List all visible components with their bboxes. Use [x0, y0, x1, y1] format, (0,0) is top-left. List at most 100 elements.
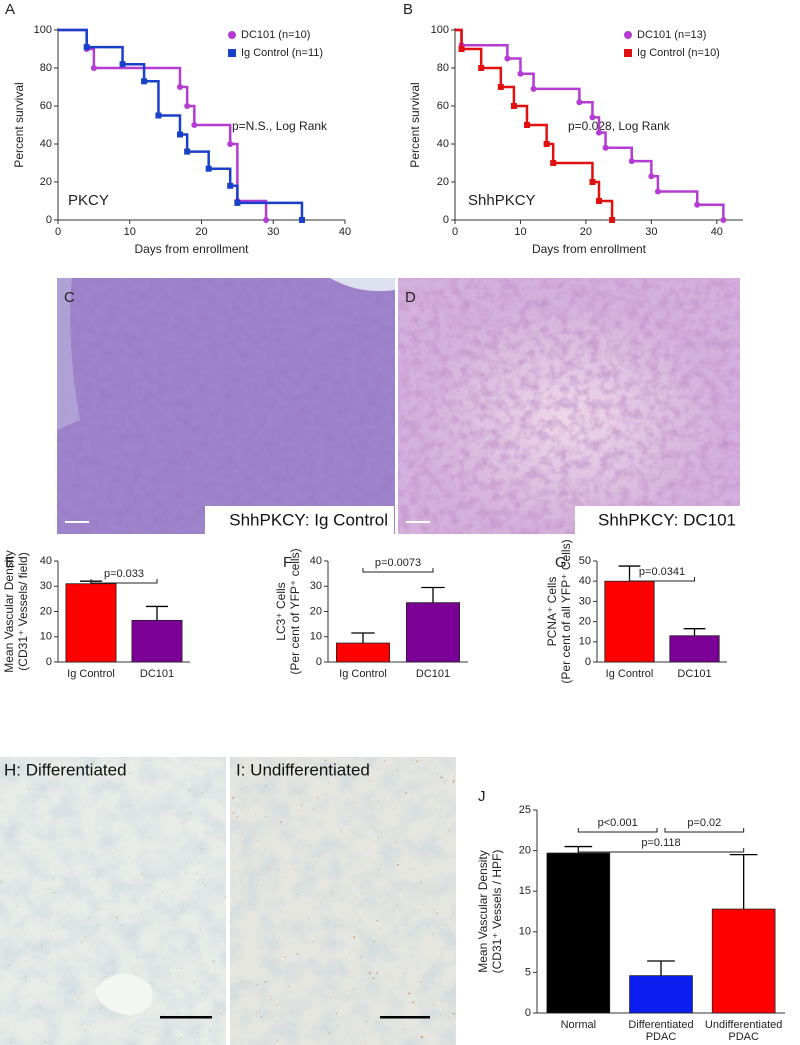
y-tick-label: 20 — [40, 605, 52, 617]
x-tick-label: Ig Control — [339, 668, 387, 680]
significance-bracket — [629, 577, 695, 582]
y-tick-label: 0 — [316, 656, 322, 668]
point-marker — [504, 55, 511, 62]
x-tick-label: 0 — [55, 226, 61, 238]
point-marker — [497, 84, 504, 90]
point-marker — [119, 61, 126, 68]
panel-letter: E — [5, 554, 15, 571]
y-tick-label: 30 — [40, 580, 52, 592]
x-tick-label: 20 — [195, 226, 207, 238]
bar — [65, 583, 117, 663]
x-tick-label: Differentiated PDAC — [628, 1019, 693, 1043]
x-axis-title: Days from enrollment — [532, 242, 647, 256]
panel-letter: F — [283, 554, 292, 571]
x-tick-label: 0 — [452, 226, 458, 238]
inset-label: PKCY — [68, 192, 109, 209]
x-tick-label: Undifferentiated PDAC — [705, 1019, 782, 1043]
x-tick-label-line: DC101 — [416, 668, 450, 680]
legend-label: Ig Control (n=10) — [637, 47, 720, 59]
y-tick-label: 0 — [46, 214, 52, 226]
p-value: p=0.02 — [687, 817, 721, 829]
x-tick-label: 10 — [514, 226, 526, 238]
y-tick-label: 20 — [310, 605, 322, 617]
point-marker — [654, 188, 661, 195]
bar — [131, 619, 183, 663]
image-panel-c: C ShhPKCY: Ig Control — [57, 278, 395, 534]
x-tick-label-line: DC101 — [140, 668, 174, 680]
x-tick-label: Ig Control — [606, 668, 654, 680]
y-tick-label: 80 — [437, 62, 449, 74]
point-marker — [141, 78, 148, 85]
legend-label: DC101 (n=10) — [241, 29, 310, 41]
x-tick-label: Normal — [561, 1019, 596, 1031]
y-tick-label: 20 — [579, 616, 591, 628]
y-tick-label: 10 — [40, 631, 52, 643]
point-marker — [184, 148, 191, 155]
point-marker — [478, 65, 485, 71]
x-tick-label: DC101 — [140, 668, 174, 680]
y-axis-title: (Per cent of all YFP⁺ Cells) — [559, 539, 573, 683]
panel-letter: J — [478, 788, 486, 805]
y-tick-label: 10 — [310, 631, 322, 643]
x-tick-label-line: PDAC — [728, 1031, 759, 1043]
y-tick-label: 30 — [310, 580, 322, 592]
point-marker — [191, 122, 198, 128]
x-axis-title: Days from enrollment — [134, 242, 249, 256]
point-marker — [602, 144, 609, 151]
point-marker — [720, 217, 727, 223]
y-tick-label: 0 — [525, 1007, 531, 1019]
p-value: p=0.033 — [104, 568, 144, 580]
y-axis-title: PCNA⁺ Cells — [545, 577, 559, 647]
point-marker — [589, 179, 596, 185]
x-tick-label: 30 — [645, 226, 657, 238]
y-tick-label: 20 — [437, 176, 449, 188]
y-tick-label: 0 — [443, 214, 449, 226]
y-axis-title: (Per cent of YFP⁺ cells) — [288, 548, 302, 674]
point-marker — [90, 65, 97, 71]
y-tick-label: 40 — [40, 555, 52, 567]
p-value: p=0.0341 — [639, 566, 685, 578]
x-tick-label-line: Ig Control — [339, 668, 387, 680]
x-tick-label-line: Normal — [561, 1019, 596, 1031]
bar — [669, 635, 720, 663]
legend-label: DC101 (n=13) — [637, 29, 706, 41]
y-tick-label: 10 — [579, 636, 591, 648]
survival-curve — [455, 28, 725, 220]
x-tick-label-line: Ig Control — [67, 668, 115, 680]
y-tick-label: 40 — [40, 138, 52, 150]
point-marker — [517, 70, 524, 77]
point-marker — [176, 131, 183, 138]
legend-marker — [228, 49, 236, 57]
point-marker — [596, 129, 602, 136]
p-value: p=0.118 — [641, 837, 680, 849]
point-marker — [510, 103, 517, 109]
point-marker — [596, 198, 602, 204]
y-tick-label: 50 — [579, 555, 591, 567]
panel-letter: G — [555, 554, 567, 571]
y-tick-label: 40 — [579, 575, 591, 587]
x-tick-label: 30 — [267, 226, 279, 238]
point-marker — [155, 112, 162, 119]
y-tick-label: 20 — [40, 176, 52, 188]
y-tick-label: 100 — [34, 24, 52, 36]
bar — [405, 602, 460, 663]
x-tick-label: 20 — [580, 226, 592, 238]
image-caption: ShhPKCY: Ig Control — [229, 510, 388, 529]
y-tick-label: 60 — [40, 100, 52, 112]
x-tick-label-line: Undifferentiated — [705, 1019, 782, 1031]
x-tick-label-line: Ig Control — [606, 668, 654, 680]
legend-marker — [228, 31, 236, 39]
significance-bracket — [90, 579, 158, 584]
p-value: p=0.0073 — [375, 557, 421, 569]
point-marker — [458, 46, 465, 52]
x-tick-label: 10 — [124, 226, 136, 238]
image-caption: ShhPKCY: DC101 — [598, 510, 736, 529]
bar — [546, 852, 611, 1014]
significance-bracket — [362, 568, 434, 573]
point-marker — [648, 173, 655, 180]
image-caption: H: Differentiated — [4, 760, 127, 779]
inset-label: ShhPKCY — [468, 192, 536, 209]
y-tick-label: 60 — [437, 100, 449, 112]
y-tick-label: 5 — [525, 966, 531, 978]
y-axis-title: Percent survival — [12, 82, 26, 167]
